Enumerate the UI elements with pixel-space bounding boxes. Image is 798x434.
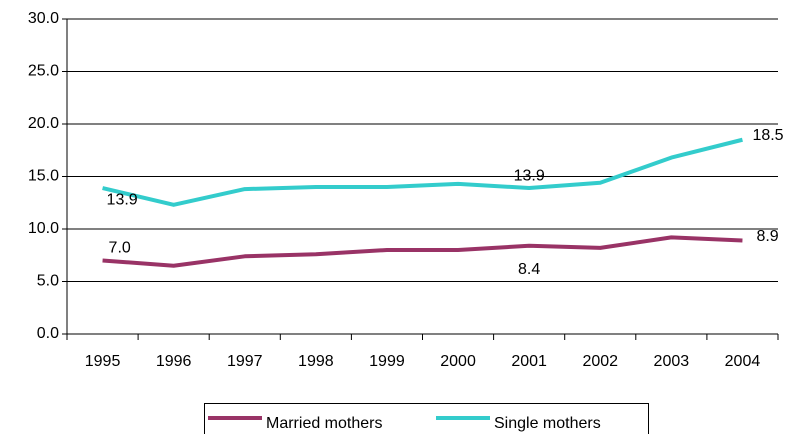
data-label: 7.0 xyxy=(109,240,131,257)
x-tick-label: 1996 xyxy=(156,353,192,370)
legend-box xyxy=(204,403,649,434)
y-tick-label: 0.0 xyxy=(37,325,59,342)
data-label: 13.9 xyxy=(107,191,138,208)
y-tick-label: 5.0 xyxy=(37,273,59,290)
legend-label: Married mothers xyxy=(266,415,382,432)
y-tick-label: 30.0 xyxy=(28,10,59,27)
x-tick-label: 1999 xyxy=(369,353,405,370)
data-label: 18.5 xyxy=(752,127,783,144)
legend-label: Single mothers xyxy=(494,415,601,432)
data-label: 8.9 xyxy=(756,228,778,245)
x-tick-label: 2002 xyxy=(582,353,618,370)
line-series xyxy=(102,137,743,207)
line-series xyxy=(102,235,743,268)
y-tick-label: 20.0 xyxy=(28,115,59,132)
x-tick-label: 1995 xyxy=(85,353,121,370)
x-tick-label: 2004 xyxy=(725,353,761,370)
y-tick-label: 10.0 xyxy=(28,220,59,237)
x-tick-label: 2000 xyxy=(440,353,476,370)
x-tick-label: 2001 xyxy=(511,353,547,370)
x-tick-label: 1998 xyxy=(298,353,334,370)
data-label: 8.4 xyxy=(518,261,540,278)
x-tick-label: 1997 xyxy=(227,353,263,370)
y-tick-label: 25.0 xyxy=(28,63,59,80)
x-tick-label: 2003 xyxy=(654,353,690,370)
data-label: 13.9 xyxy=(514,167,545,184)
y-tick-label: 15.0 xyxy=(28,168,59,185)
